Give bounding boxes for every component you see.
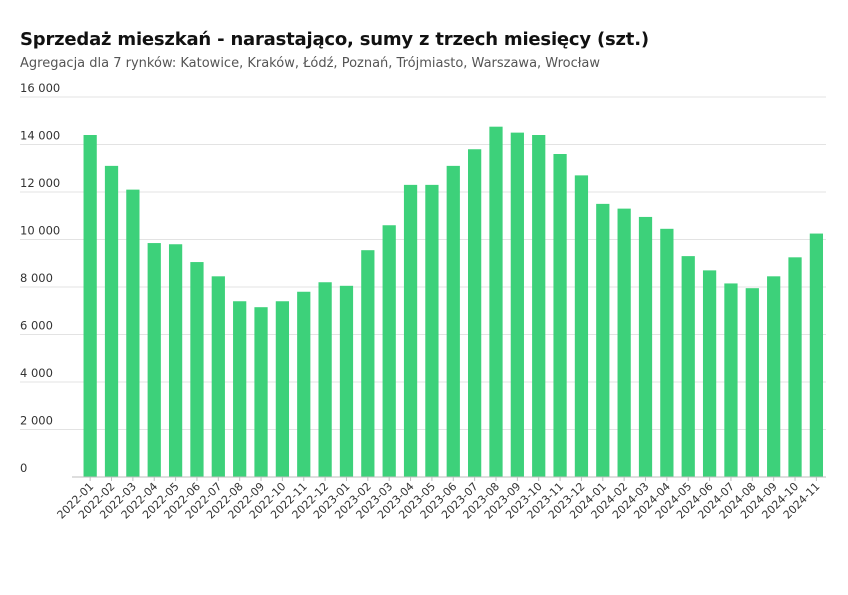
bar-2022-12 xyxy=(318,282,332,477)
y-tick-label: 6 000 xyxy=(20,319,53,333)
bar-2023-10 xyxy=(532,135,546,477)
bar-2022-04 xyxy=(147,243,161,477)
bar-2022-06 xyxy=(190,262,204,477)
y-tick-label: 0 xyxy=(20,461,27,475)
bar-2024-05 xyxy=(681,256,695,477)
bar-2024-10 xyxy=(788,257,802,477)
bar-2022-02 xyxy=(104,165,119,477)
bar-2023-06 xyxy=(446,165,460,477)
y-tick-label: 10 000 xyxy=(20,224,60,238)
bar-2023-01 xyxy=(339,285,354,477)
bar-2024-06 xyxy=(702,270,717,477)
y-tick-label: 12 000 xyxy=(20,176,60,190)
bar-2023-08 xyxy=(489,126,503,477)
y-axis-tick-labels: 0 2 000 4 000 6 000 8 000 10 000 12 000 14 000 1… xyxy=(20,81,60,475)
bar-2024-11 xyxy=(809,233,824,477)
y-tick-label: 14 000 xyxy=(20,129,60,143)
bar-2024-04 xyxy=(660,228,674,477)
y-tick-label: 8 000 xyxy=(20,271,53,285)
bar-2022-09 xyxy=(254,307,268,477)
x-axis-tick-labels: 2022-012022-022022-032022-042022-052022-… xyxy=(55,480,823,522)
bar-2023-07 xyxy=(468,149,482,477)
chart-title: Sprzedaż mieszkań - narastająco, sumy z … xyxy=(20,29,649,50)
x-axis xyxy=(72,476,826,481)
bar-2022-05 xyxy=(168,244,183,477)
bar-2024-07 xyxy=(724,283,738,477)
bars xyxy=(83,126,824,477)
bar-2022-11 xyxy=(297,291,311,477)
y-tick-label: 4 000 xyxy=(20,366,53,380)
bar-2023-02 xyxy=(361,250,375,477)
bar-2023-05 xyxy=(425,184,439,477)
chart-subtitle: Agregacja dla 7 rynków: Katowice, Kraków… xyxy=(20,56,601,71)
bar-2024-08 xyxy=(745,288,759,477)
bar-2022-03 xyxy=(126,189,140,477)
bar-2023-11 xyxy=(553,154,567,477)
bar-2022-10 xyxy=(275,301,290,477)
bar-2022-01 xyxy=(83,135,97,477)
y-tick-label: 16 000 xyxy=(20,81,60,95)
bar-2024-09 xyxy=(767,276,781,477)
y-tick-label: 2 000 xyxy=(20,414,53,428)
bar-2023-03 xyxy=(382,225,396,477)
bar-2024-02 xyxy=(617,208,631,477)
bar-2024-03 xyxy=(638,216,653,477)
bar-2024-01 xyxy=(596,203,610,477)
bar-2023-09 xyxy=(510,132,524,477)
bar-2022-08 xyxy=(233,301,247,477)
bar-2023-04 xyxy=(403,184,418,477)
bar-2023-12 xyxy=(574,175,589,477)
bar-2022-07 xyxy=(211,276,225,477)
